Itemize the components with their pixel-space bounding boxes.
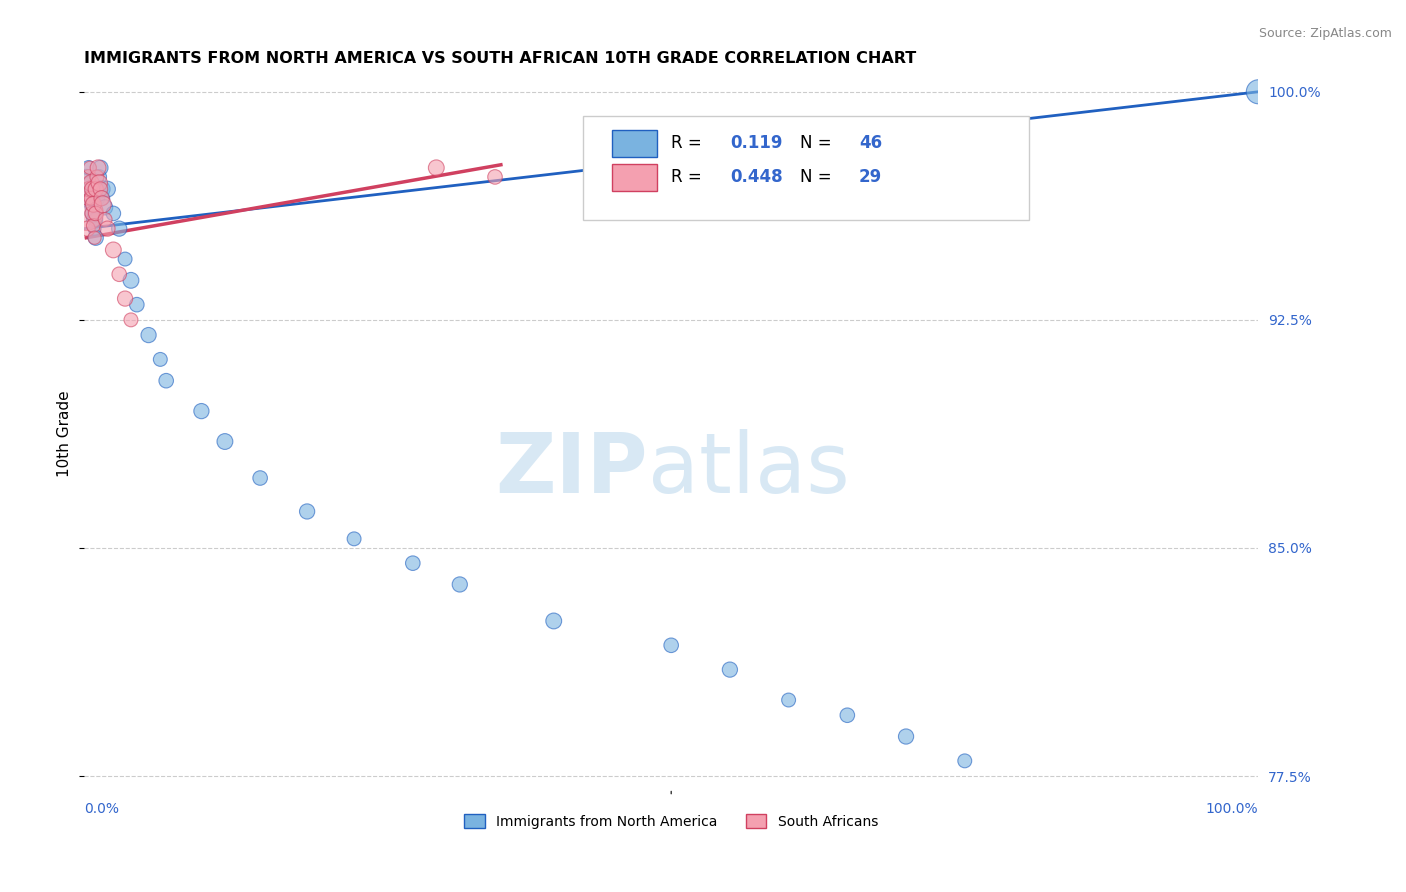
Point [84, 212, 107, 227]
Point [84, 182, 107, 196]
Text: 0.119: 0.119 [730, 134, 782, 152]
Point [75, 206, 97, 220]
Point [103, 206, 125, 220]
Point [76, 221, 98, 235]
Point [149, 352, 172, 367]
Point [120, 313, 142, 327]
Point [108, 221, 131, 235]
Point [94, 212, 117, 227]
Point [84, 206, 107, 220]
FancyBboxPatch shape [613, 164, 657, 191]
Point [449, 577, 471, 591]
Point [79, 191, 101, 205]
Point [79, 161, 101, 175]
Point [90, 182, 112, 196]
Point [425, 161, 447, 175]
Point [83, 206, 105, 220]
Text: N =: N = [800, 169, 837, 186]
Point [80, 176, 103, 190]
Point [82, 182, 104, 196]
Text: R =: R = [671, 169, 707, 186]
Point [76, 191, 98, 205]
Point [718, 663, 741, 677]
Text: 100.0%: 100.0% [1206, 802, 1258, 816]
Point [120, 273, 142, 287]
Point [82, 206, 104, 220]
Point [76, 182, 98, 196]
Point [484, 169, 506, 184]
Point [659, 638, 682, 652]
Point [79, 176, 101, 190]
Text: ZIP: ZIP [495, 429, 648, 510]
FancyBboxPatch shape [583, 116, 1029, 219]
Point [86, 169, 108, 184]
Point [125, 298, 148, 312]
Point [953, 754, 976, 768]
Point [80, 182, 103, 196]
Point [77, 161, 100, 175]
Point [108, 267, 131, 281]
Y-axis label: 10th Grade: 10th Grade [58, 391, 72, 477]
Point [295, 504, 318, 518]
Point [80, 191, 103, 205]
Point [778, 693, 800, 707]
Point [89, 182, 111, 196]
Point [89, 161, 111, 175]
Point [94, 200, 117, 214]
Point [89, 169, 111, 184]
Point [103, 243, 125, 257]
Point [343, 532, 366, 546]
Point [83, 231, 105, 245]
Point [84, 231, 107, 245]
Point [77, 169, 100, 184]
Point [86, 191, 108, 205]
Point [82, 197, 104, 211]
Point [96, 182, 118, 196]
Point [837, 708, 859, 723]
Text: atlas: atlas [648, 429, 849, 510]
Legend: Immigrants from North America, South Africans: Immigrants from North America, South Afr… [458, 808, 883, 834]
Text: IMMIGRANTS FROM NORTH AMERICA VS SOUTH AFRICAN 10TH GRADE CORRELATION CHART: IMMIGRANTS FROM NORTH AMERICA VS SOUTH A… [84, 51, 917, 66]
Point [91, 191, 114, 205]
Point [96, 221, 118, 235]
Point [90, 191, 112, 205]
Point [543, 614, 565, 628]
Point [114, 292, 136, 306]
Text: 29: 29 [859, 169, 883, 186]
Text: Source: ZipAtlas.com: Source: ZipAtlas.com [1258, 27, 1392, 40]
Point [402, 556, 425, 570]
Point [190, 404, 212, 418]
Point [91, 197, 114, 211]
Point [138, 328, 160, 343]
Text: 0.0%: 0.0% [84, 802, 120, 816]
Point [80, 197, 103, 211]
Text: R =: R = [671, 134, 707, 152]
Point [214, 434, 236, 449]
Point [82, 206, 104, 220]
Point [114, 252, 136, 266]
Point [87, 182, 110, 196]
Point [83, 221, 105, 235]
Point [79, 182, 101, 196]
Point [82, 191, 104, 205]
Point [155, 374, 177, 388]
Text: 0.448: 0.448 [730, 169, 783, 186]
Point [75, 169, 97, 184]
Text: 46: 46 [859, 134, 882, 152]
Text: N =: N = [800, 134, 837, 152]
Point [249, 471, 271, 485]
Point [82, 219, 104, 233]
Point [89, 176, 111, 190]
Point [82, 212, 104, 227]
Point [82, 197, 104, 211]
Point [1247, 85, 1270, 99]
Point [894, 730, 917, 744]
Point [87, 161, 110, 175]
FancyBboxPatch shape [613, 130, 657, 157]
